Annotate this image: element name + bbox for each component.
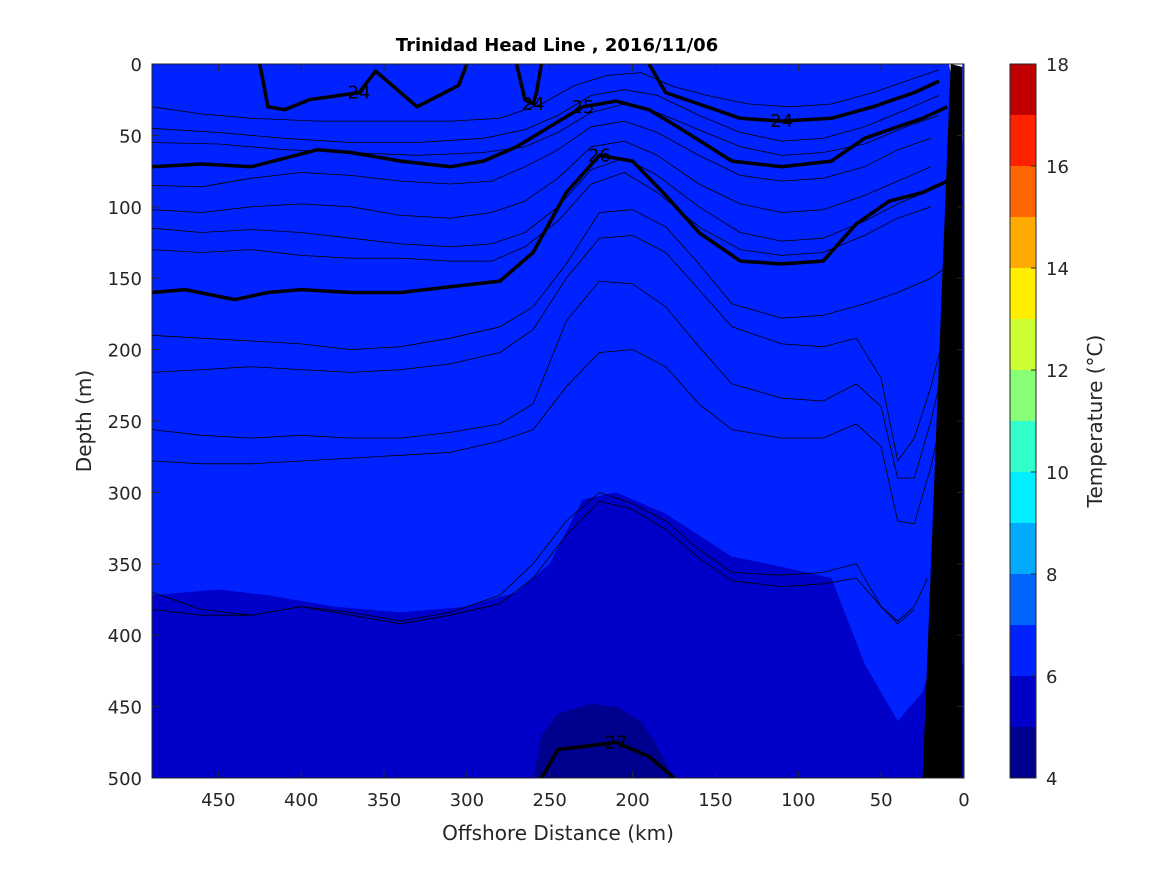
colorbar-swatch [1010,727,1036,778]
chart-title: Trinidad Head Line , 2016/11/06 [396,35,718,56]
x-tick-label: 350 [367,790,401,811]
density-contour-thin [152,89,940,143]
x-tick-label: 100 [781,790,815,811]
x-tick-label: 450 [201,790,235,811]
colorbar-swatch [1010,625,1036,676]
colorbar [1009,63,1037,779]
colorbar-tick-label: 8 [1046,565,1057,586]
plot-area: 24 24 24 25 26 27 [152,64,964,778]
temperature-fills [152,64,964,778]
y-tick-label: 150 [108,269,142,290]
density-contour-thin [152,140,932,219]
y-tick-label: 400 [108,626,142,647]
colorbar-frame [1009,63,1037,779]
colorbar-label: Temperature (°C) [1083,335,1107,509]
contour-label: 24 [770,111,793,132]
density-contour-thin [152,235,948,462]
contour-label: 24 [348,83,371,104]
temperature-band-5 [533,703,674,778]
contour-label: 26 [588,145,611,166]
contour-label: 25 [571,97,594,118]
density-contour-thin [152,500,915,625]
colorbar-tick-label: 10 [1046,463,1069,484]
density-contour-thin [152,120,932,188]
x-tick-label: 400 [284,790,318,811]
y-tick-label: 50 [119,126,142,147]
colorbar-tick-label: 4 [1046,769,1057,790]
temperature-band-6 [152,64,964,721]
x-axis-ticks: 450 400 350 300 250 200 150 100 50 0 [201,64,970,811]
density-contour-thin [152,280,945,479]
y-axis-ticks: 0 50 100 150 200 250 300 350 400 450 500 [108,55,964,790]
x-tick-label: 0 [958,790,969,811]
land-mask [922,64,963,778]
density-contour-thin [152,349,945,525]
colorbar-swatch [1010,115,1036,166]
density-contour-thin [152,492,928,622]
colorbar-swatch [1010,421,1036,472]
colorbar-tick-label: 18 [1046,55,1069,76]
colorbar-tick-label: 14 [1046,259,1069,280]
x-tick-label: 300 [450,790,484,811]
y-tick-label: 250 [108,412,142,433]
density-contour-27 [539,740,676,778]
contour-label: 24 [522,94,545,115]
x-tick-label: 250 [533,790,567,811]
density-contour-24 [647,64,940,123]
y-tick-label: 0 [131,55,142,76]
contour-label: 27 [605,732,628,753]
colorbar-ticks: 4 6 8 10 12 14 16 18 [1031,55,1069,790]
density-contours: 24 24 24 25 26 27 [152,64,951,778]
density-contour-24 [257,64,469,112]
density-contour-thin [152,172,932,262]
y-tick-label: 350 [108,555,142,576]
colorbar-swatch [1010,523,1036,574]
density-contour-24 [514,64,544,106]
density-contour-thin [152,209,951,350]
y-tick-label: 450 [108,698,142,719]
y-tick-label: 500 [108,769,142,790]
y-tick-label: 200 [108,341,142,362]
colorbar-swatch [1010,268,1036,319]
colorbar-swatch [1010,472,1036,523]
density-contour-26 [152,153,949,302]
x-axis-label: Offshore Distance (km) [442,821,674,845]
colorbar-swatch [1010,319,1036,370]
colorbar-tick-label: 12 [1046,361,1069,382]
density-contour-thin [152,103,940,156]
colorbar-swatch [1010,64,1036,115]
seafloor-mask [922,64,963,778]
colorbar-tick-label: 16 [1046,157,1069,178]
colorbar-swatch [1010,370,1036,421]
colorbar-swatch [1010,217,1036,268]
colorbar-swatch [1010,166,1036,217]
x-tick-label: 50 [870,790,893,811]
x-tick-label: 200 [615,790,649,811]
colorbar-swatch [1010,574,1036,625]
density-contour-thin [152,157,932,248]
density-contour-thin [152,69,940,122]
x-tick-label: 150 [698,790,732,811]
y-axis-label: Depth (m) [72,370,96,472]
y-tick-label: 300 [108,483,142,504]
y-tick-label: 100 [108,198,142,219]
colorbar-swatch [1010,676,1036,727]
colorbar-tick-label: 6 [1046,667,1057,688]
